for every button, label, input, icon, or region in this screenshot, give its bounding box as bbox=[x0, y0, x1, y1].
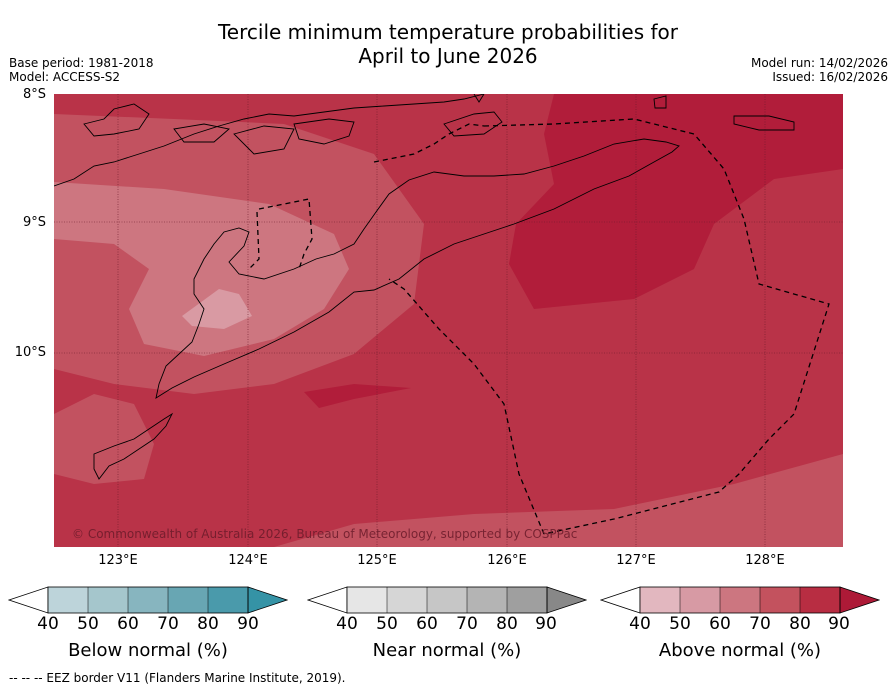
lon-label-127e: 127°E bbox=[616, 553, 656, 568]
near-70-80 bbox=[467, 587, 507, 613]
below-tick-60: 60 bbox=[117, 614, 139, 634]
above-tick-80: 80 bbox=[789, 614, 811, 634]
near-80-90 bbox=[507, 587, 547, 613]
below-70-80 bbox=[168, 587, 208, 613]
coastline-wetar bbox=[443, 94, 795, 137]
title-line-2: April to June 2026 bbox=[358, 44, 538, 68]
model-name: Model: ACCESS-S2 bbox=[9, 70, 121, 84]
below-50-60 bbox=[88, 587, 128, 613]
region-70-sw bbox=[54, 394, 154, 484]
above-tick-90: 90 bbox=[828, 614, 850, 634]
above-tick-50: 50 bbox=[669, 614, 691, 634]
coastline-timor bbox=[155, 138, 680, 399]
near-tick-50: 50 bbox=[376, 614, 398, 634]
base-period: Base period: 1981-2018 bbox=[9, 56, 154, 70]
copyright-text: © Commonwealth of Australia 2026, Bureau… bbox=[72, 527, 577, 541]
below-60-70 bbox=[128, 587, 168, 613]
coastline-north-islands bbox=[54, 94, 485, 187]
eez-border bbox=[248, 118, 830, 535]
eez-footer-note: -- -- -- EEZ border V11 (Flanders Marine… bbox=[9, 671, 346, 685]
above-80-90 bbox=[800, 587, 840, 613]
above-50-60 bbox=[680, 587, 720, 613]
near-40-segment bbox=[307, 586, 348, 614]
title-line-1: Tercile minimum temperature probabilitie… bbox=[217, 20, 679, 44]
above-60-70 bbox=[720, 587, 760, 613]
below-tick-50: 50 bbox=[77, 614, 99, 634]
lon-label-126e: 126°E bbox=[487, 553, 527, 568]
above-40-segment bbox=[600, 586, 641, 614]
below-80-90 bbox=[208, 587, 248, 613]
region-70-s bbox=[274, 454, 843, 547]
near-tick-40: 40 bbox=[336, 614, 358, 634]
map-title: Tercile minimum temperature probabilitie… bbox=[0, 20, 896, 68]
near-40-50 bbox=[347, 587, 387, 613]
region-90 bbox=[509, 94, 843, 309]
above-90-segment bbox=[839, 586, 880, 614]
legend-above-colorbar bbox=[600, 586, 880, 614]
lon-label-124e: 124°E bbox=[228, 553, 268, 568]
region-60 bbox=[54, 182, 349, 356]
lon-label-123e: 123°E bbox=[98, 553, 138, 568]
near-90-segment bbox=[546, 586, 587, 614]
probability-map: © Commonwealth of Australia 2026, Bureau… bbox=[54, 94, 843, 547]
coastline-rote bbox=[93, 412, 174, 480]
near-tick-80: 80 bbox=[496, 614, 518, 634]
lon-label-128e: 128°E bbox=[745, 553, 785, 568]
metadata-left: Base period: 1981-2018 Model: ACCESS-S2 bbox=[9, 56, 154, 84]
legend-near-label: Near normal (%) bbox=[372, 640, 522, 661]
below-40-segment bbox=[8, 586, 49, 614]
lat-label-10s: 10°S bbox=[14, 345, 46, 360]
model-run: Model run: 14/02/2026 bbox=[750, 56, 888, 70]
issued-date: Issued: 16/02/2026 bbox=[772, 70, 888, 84]
region-50 bbox=[182, 289, 252, 329]
lon-label-125e: 125°E bbox=[357, 553, 397, 568]
below-tick-40: 40 bbox=[37, 614, 59, 634]
near-tick-60: 60 bbox=[416, 614, 438, 634]
coastline-alor bbox=[83, 103, 355, 155]
lat-label-9s: 9°S bbox=[22, 215, 46, 230]
above-70-80 bbox=[760, 587, 800, 613]
near-tick-90: 90 bbox=[535, 614, 557, 634]
near-60-70 bbox=[427, 587, 467, 613]
near-50-60 bbox=[387, 587, 427, 613]
legend-above-label: Above normal (%) bbox=[658, 640, 822, 661]
legend-below-label: Below normal (%) bbox=[68, 640, 228, 661]
above-tick-70: 70 bbox=[749, 614, 771, 634]
below-40-50 bbox=[48, 587, 88, 613]
below-tick-80: 80 bbox=[197, 614, 219, 634]
below-tick-70: 70 bbox=[157, 614, 179, 634]
above-tick-40: 40 bbox=[629, 614, 651, 634]
below-90-segment bbox=[247, 586, 288, 614]
above-tick-60: 60 bbox=[709, 614, 731, 634]
above-40-50 bbox=[640, 587, 680, 613]
region-90-small bbox=[304, 384, 411, 408]
legend-below-colorbar bbox=[8, 586, 288, 614]
lat-label-8s: 8°S bbox=[22, 87, 46, 102]
near-tick-70: 70 bbox=[456, 614, 478, 634]
metadata-right: Model run: 14/02/2026 Issued: 16/02/2026 bbox=[751, 56, 888, 84]
below-tick-90: 90 bbox=[237, 614, 259, 634]
legend-near-colorbar bbox=[307, 586, 587, 614]
